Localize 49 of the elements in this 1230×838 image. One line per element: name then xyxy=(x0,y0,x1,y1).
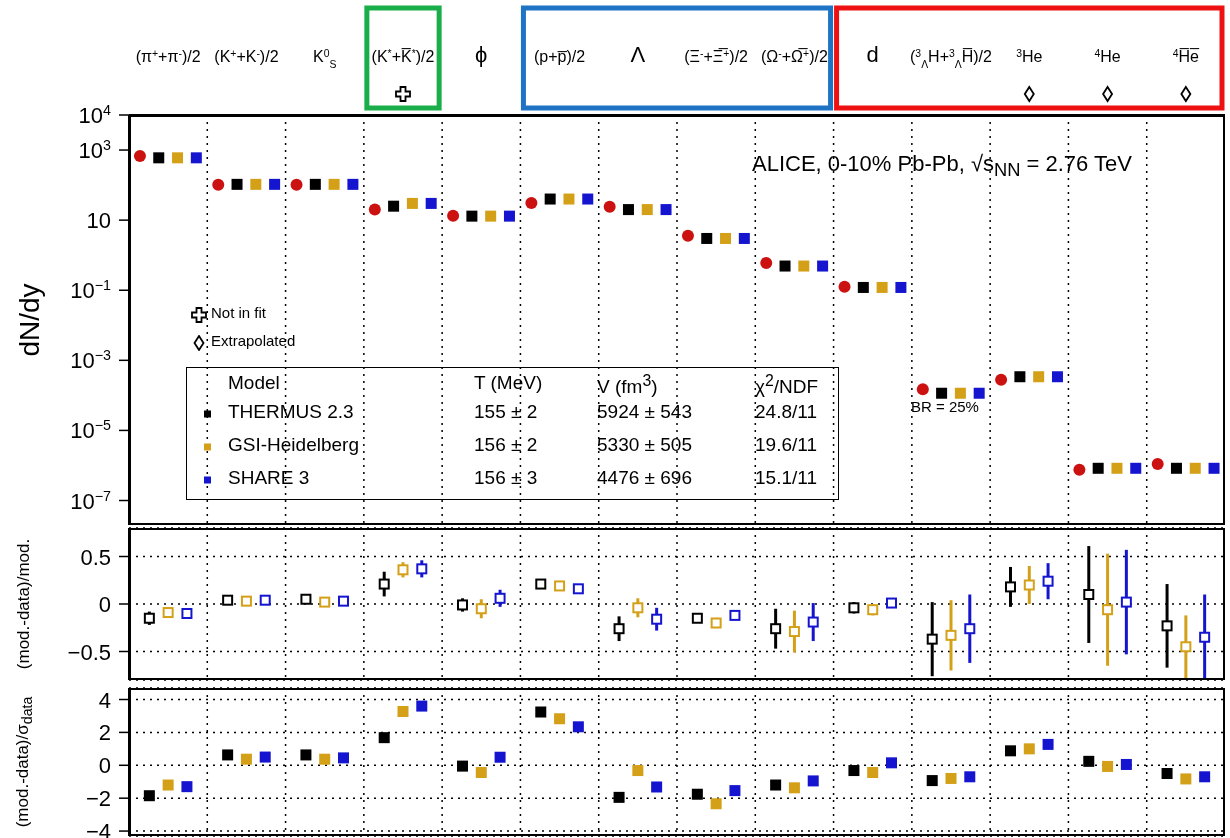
annotation: ALICE, 0-10% Pb-Pb, √s$_{NN}$ = 2.76 TeV xyxy=(752,151,1132,182)
y-axis-title: dN/dy xyxy=(14,283,46,357)
y-tick-label: 0 xyxy=(98,753,111,779)
y-tick-label: 10$^{4}$ xyxy=(78,102,112,128)
annotation: Not in fit xyxy=(211,304,267,321)
legend-label: THERMUS 2.3 xyxy=(228,401,354,423)
y-tick-label: 2 xyxy=(98,720,111,746)
y-tick-label: −2 xyxy=(85,786,111,812)
x-tick-label: (Ξ$^{-}$+Ξ̅$^{+}$)/2 xyxy=(684,47,749,65)
x-tick-label: (π$^{+}$+π$^{-}$)/2 xyxy=(135,47,201,65)
x-tick-label: ($^{3}$$_{Λ}$H+$^{3}$$_{Λ}$H̅)/2 xyxy=(910,47,993,70)
annotation: 24.8/11 xyxy=(755,401,817,423)
y-tick-label: 0.5 xyxy=(80,544,111,570)
x-tick-label: (K$^{+}$+K$^{-}$)/2 xyxy=(214,47,279,65)
y-tick-label: 10 xyxy=(86,208,111,234)
legend-label: SHARE 3 xyxy=(228,467,310,489)
y-axis-title: (mod.-data)/mod. xyxy=(14,538,34,670)
y-tick-label: 10$^{−3}$ xyxy=(70,347,112,374)
y-tick-label: −0.5 xyxy=(67,639,111,665)
y-tick-label: 10$^{−7}$ xyxy=(70,487,112,514)
x-tick-label: d xyxy=(866,42,879,67)
x-tick-label: (K$^{*}$+K̅$^{*}$)/2 xyxy=(371,47,435,65)
x-tick-label: Λ xyxy=(630,42,646,67)
annotation: 5330 ± 505 xyxy=(597,434,692,456)
annotation: 155 ± 2 xyxy=(474,401,538,423)
y-tick-label: 4 xyxy=(98,687,111,713)
legend-label: GSI-Heidelberg xyxy=(228,434,359,456)
annotation: 19.6/11 xyxy=(755,434,817,456)
y-tick-label: 0 xyxy=(98,592,111,617)
annotation: 4476 ± 696 xyxy=(597,467,692,489)
x-tick-label: $^{4}$He xyxy=(1094,47,1121,65)
x-tick-label: $^{4}$H̅e̅ xyxy=(1172,47,1200,65)
y-tick-label: 10$^{3}$ xyxy=(78,137,112,164)
annotation: BR = 25% xyxy=(911,398,979,415)
y-tick-label: 10$^{−5}$ xyxy=(70,417,112,444)
annotation: 156 ± 2 xyxy=(474,434,538,456)
x-tick-label: (Ω$^{-}$+Ω̅$^{+}$)/2 xyxy=(761,47,828,65)
annotation: Extrapolated xyxy=(211,332,296,349)
annotation: V (fm$^{3}$) xyxy=(597,372,658,399)
x-tick-label: ϕ xyxy=(475,42,488,67)
annotation: 15.1/11 xyxy=(755,467,817,489)
annotation: χ$^{2}$/NDF xyxy=(755,372,819,399)
annotation: T (MeV) xyxy=(474,372,543,394)
x-tick-label: $^{3}$He xyxy=(1016,47,1043,65)
annotation: Model xyxy=(228,372,280,394)
annotation: 5924 ± 543 xyxy=(597,401,692,423)
annotation: 156 ± 3 xyxy=(474,467,538,489)
y-tick-label: 10$^{−1}$ xyxy=(70,277,112,304)
x-tick-label: (p+p̅)/2 xyxy=(534,48,586,65)
